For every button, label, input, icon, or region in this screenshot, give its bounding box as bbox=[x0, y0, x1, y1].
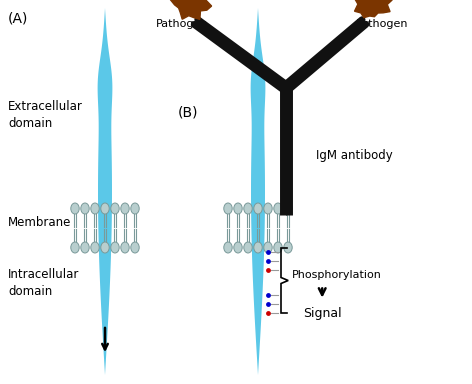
Text: IgM antibody: IgM antibody bbox=[316, 149, 392, 162]
Ellipse shape bbox=[254, 242, 262, 253]
Text: Pathogen: Pathogen bbox=[156, 19, 208, 29]
Text: Pathogen: Pathogen bbox=[356, 19, 408, 29]
Polygon shape bbox=[98, 8, 112, 375]
Ellipse shape bbox=[284, 242, 292, 253]
Text: Membrane: Membrane bbox=[8, 215, 71, 228]
Text: (B): (B) bbox=[178, 105, 199, 119]
Ellipse shape bbox=[274, 203, 282, 214]
Ellipse shape bbox=[244, 203, 252, 214]
Ellipse shape bbox=[101, 203, 109, 214]
Ellipse shape bbox=[284, 203, 292, 214]
Polygon shape bbox=[354, 0, 392, 18]
Ellipse shape bbox=[91, 203, 99, 214]
Ellipse shape bbox=[91, 242, 99, 253]
Ellipse shape bbox=[101, 242, 109, 253]
Ellipse shape bbox=[71, 242, 79, 253]
Ellipse shape bbox=[111, 242, 119, 253]
Ellipse shape bbox=[274, 242, 282, 253]
Text: Signal: Signal bbox=[303, 306, 342, 319]
Ellipse shape bbox=[264, 242, 272, 253]
Text: Phosphorylation: Phosphorylation bbox=[292, 270, 382, 280]
Polygon shape bbox=[171, 0, 211, 20]
Ellipse shape bbox=[224, 203, 232, 214]
Text: Extracellular
domain: Extracellular domain bbox=[8, 100, 83, 130]
Text: (A): (A) bbox=[8, 12, 28, 26]
Ellipse shape bbox=[81, 242, 89, 253]
Ellipse shape bbox=[234, 242, 242, 253]
Ellipse shape bbox=[121, 203, 129, 214]
Ellipse shape bbox=[264, 203, 272, 214]
Ellipse shape bbox=[111, 203, 119, 214]
Ellipse shape bbox=[254, 203, 262, 214]
Ellipse shape bbox=[234, 203, 242, 214]
Polygon shape bbox=[251, 8, 265, 375]
Ellipse shape bbox=[131, 203, 139, 214]
Ellipse shape bbox=[244, 242, 252, 253]
Ellipse shape bbox=[81, 203, 89, 214]
Ellipse shape bbox=[131, 242, 139, 253]
Ellipse shape bbox=[224, 242, 232, 253]
Text: Intracellular
domain: Intracellular domain bbox=[8, 268, 79, 298]
Ellipse shape bbox=[71, 203, 79, 214]
Ellipse shape bbox=[121, 242, 129, 253]
